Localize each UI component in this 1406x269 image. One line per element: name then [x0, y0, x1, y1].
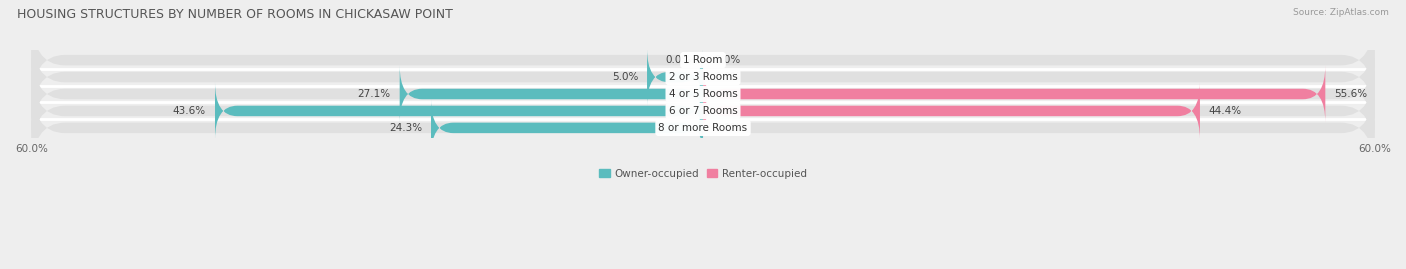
Text: HOUSING STRUCTURES BY NUMBER OF ROOMS IN CHICKASAW POINT: HOUSING STRUCTURES BY NUMBER OF ROOMS IN…	[17, 8, 453, 21]
Text: Source: ZipAtlas.com: Source: ZipAtlas.com	[1294, 8, 1389, 17]
FancyBboxPatch shape	[31, 31, 1375, 123]
Text: 0.0%: 0.0%	[714, 72, 741, 82]
Text: 43.6%: 43.6%	[173, 106, 207, 116]
Text: 5.0%: 5.0%	[612, 72, 638, 82]
Text: 2 or 3 Rooms: 2 or 3 Rooms	[669, 72, 737, 82]
Text: 44.4%: 44.4%	[1209, 106, 1241, 116]
Legend: Owner-occupied, Renter-occupied: Owner-occupied, Renter-occupied	[599, 169, 807, 179]
FancyBboxPatch shape	[31, 48, 1375, 140]
FancyBboxPatch shape	[215, 82, 703, 140]
FancyBboxPatch shape	[432, 99, 703, 157]
Text: 0.0%: 0.0%	[714, 55, 741, 65]
Text: 1 Room: 1 Room	[683, 55, 723, 65]
Text: 24.3%: 24.3%	[389, 123, 422, 133]
FancyBboxPatch shape	[31, 15, 1375, 106]
FancyBboxPatch shape	[703, 65, 1326, 123]
FancyBboxPatch shape	[31, 65, 1375, 157]
Text: 0.0%: 0.0%	[714, 123, 741, 133]
FancyBboxPatch shape	[647, 48, 703, 106]
Text: 6 or 7 Rooms: 6 or 7 Rooms	[669, 106, 737, 116]
FancyBboxPatch shape	[31, 82, 1375, 174]
Text: 55.6%: 55.6%	[1334, 89, 1368, 99]
Text: 8 or more Rooms: 8 or more Rooms	[658, 123, 748, 133]
Text: 27.1%: 27.1%	[357, 89, 391, 99]
Text: 4 or 5 Rooms: 4 or 5 Rooms	[669, 89, 737, 99]
FancyBboxPatch shape	[703, 82, 1199, 140]
FancyBboxPatch shape	[399, 65, 703, 123]
Text: 0.0%: 0.0%	[665, 55, 692, 65]
